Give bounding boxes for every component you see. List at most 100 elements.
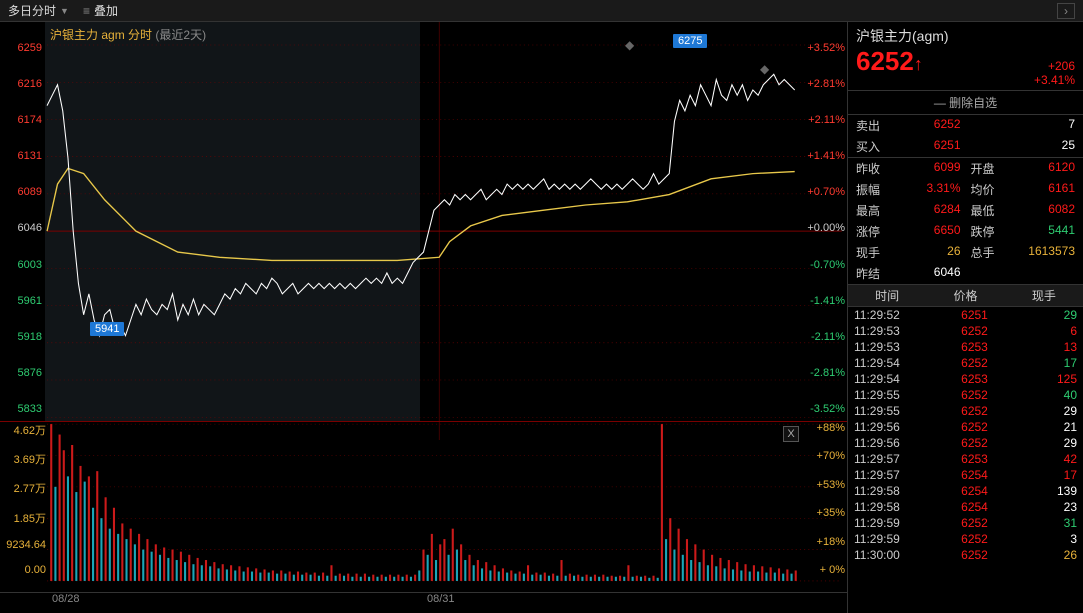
y-left-tick: 6131 [2,150,42,162]
period-tab[interactable]: 多日分时 ▼ [8,2,69,19]
lbl: 最高 [856,202,888,219]
vol-left-tick: 3.69万 [2,451,46,467]
price-value: 6252 [856,46,914,76]
vol-right-tick: + 0% [805,564,845,576]
y-left-tick: 6003 [2,259,42,271]
lbl2: 开盘 [971,160,1003,177]
lbl2 [971,138,1003,155]
vol-right-tick: +18% [805,536,845,548]
lbl: 涨停 [856,223,888,240]
overlay-label: 叠加 [94,2,118,19]
diamond-icon: ◆ [625,38,634,52]
trade-price: 6254 [922,484,1027,498]
val2: 25 [1003,138,1076,155]
y-left-tick: 6259 [2,42,42,54]
trade-price: 6254 [922,500,1027,514]
val: 6046 [888,265,971,282]
trade-list[interactable]: 11:29:52 6251 2911:29:53 6252 611:29:53 … [848,307,1083,613]
main-area: 沪银主力 agm 分时 (最近2天) 625962166174613160896… [0,22,1083,613]
y-right-tick: -3.52% [801,403,845,415]
vol-right-tick: +88% [805,422,845,434]
overlay-button[interactable]: ≡ 叠加 [83,2,118,19]
trade-qty: 125 [1027,372,1077,386]
trade-row: 11:29:56 6252 29 [848,435,1083,451]
trade-row: 11:30:00 6252 26 [848,547,1083,563]
lbl: 买入 [856,138,888,155]
trade-row: 11:29:56 6252 21 [848,419,1083,435]
bid-ask-row: 卖出 6252 7 [848,115,1083,136]
trade-price: 6252 [922,532,1027,546]
price-change: +206 +3.41% [1034,59,1075,88]
x-tick: 08/28 [52,593,427,610]
trade-price: 6252 [922,516,1027,530]
trade-qty: 29 [1027,308,1077,322]
volume-svg [0,422,847,583]
vol-left-tick: 2.77万 [2,480,46,496]
val2 [1003,265,1076,282]
trade-time: 11:29:58 [854,500,922,514]
y-axis-right: +3.52%+2.81%+2.11%+1.41%+0.70%+0.00%-0.7… [801,22,845,421]
toolbar: 多日分时 ▼ ≡ 叠加 › [0,0,1083,22]
trade-price: 6252 [922,548,1027,562]
chevron-down-icon: ▼ [60,6,69,16]
chevron-right-icon: › [1064,4,1068,18]
y-left-tick: 6216 [2,78,42,90]
lbl2: 最低 [971,202,1003,219]
lbl: 振幅 [856,181,888,198]
y-right-tick: +3.52% [801,42,845,54]
trade-row: 11:29:58 6254 139 [848,483,1083,499]
bid-ask-row: 买入 6251 25 [848,136,1083,157]
trade-time: 11:29:57 [854,468,922,482]
trade-qty: 17 [1027,468,1077,482]
info-row: 涨停 6650 跌停 5441 [848,221,1083,242]
change-pct: +3.41% [1034,73,1075,87]
last-price: 6252↑ [856,46,923,77]
vol-left-tick: 4.62万 [2,422,46,438]
lbl: 昨结 [856,265,888,282]
lbl: 昨收 [856,160,888,177]
volume-chart[interactable]: X 4.62万3.69万2.77万1.85万9234.640.00 +88%+7… [0,422,847,592]
nav-next-button[interactable]: › [1057,3,1075,19]
trade-price: 6252 [922,436,1027,450]
vol-right-tick: +35% [805,507,845,519]
y-left-tick: 5961 [2,295,42,307]
trade-price: 6252 [922,388,1027,402]
y-left-tick: 5833 [2,403,42,415]
val2: 6082 [1003,202,1076,219]
trade-price: 6253 [922,340,1027,354]
trade-time: 11:29:52 [854,308,922,322]
side-panel: 沪银主力(agm) 6252↑ +206 +3.41% 删除自选 卖出 6252… [847,22,1083,613]
trade-price: 6253 [922,452,1027,466]
trade-qty: 40 [1027,388,1077,402]
trade-row: 11:29:52 6251 29 [848,307,1083,323]
trade-row: 11:29:59 6252 31 [848,515,1083,531]
y-right-tick: -2.81% [801,367,845,379]
info-row: 昨收 6099 开盘 6120 [848,158,1083,179]
price-chart[interactable]: 6259621661746131608960466003596159185876… [0,22,847,422]
lbl2 [971,265,1003,282]
trade-time: 11:29:59 [854,516,922,530]
trade-qty: 3 [1027,532,1077,546]
trade-price: 6252 [922,324,1027,338]
trade-row: 11:29:55 6252 29 [848,403,1083,419]
chart-title-code: agm [101,28,124,42]
y-right-tick: +0.00% [801,222,845,234]
trade-qty: 42 [1027,452,1077,466]
y-right-tick: +2.11% [801,114,845,126]
chart-area: 沪银主力 agm 分时 (最近2天) 625962166174613160896… [0,22,847,613]
info-row: 昨结 6046 [848,263,1083,284]
vol-left-tick: 0.00 [2,564,46,576]
val: 26 [888,244,971,261]
val2: 6161 [1003,181,1076,198]
trade-time: 11:29:57 [854,452,922,466]
info-grid: 昨收 6099 开盘 6120振幅 3.31% 均价 6161最高 6284 最… [848,158,1083,285]
trade-row: 11:29:57 6254 17 [848,467,1083,483]
remove-favorite-button[interactable]: 删除自选 [848,90,1083,115]
trade-row: 11:29:53 6253 13 [848,339,1083,355]
trade-qty: 6 [1027,324,1077,338]
trade-qty: 31 [1027,516,1077,530]
trade-qty: 17 [1027,356,1077,370]
vol-left-tick: 1.85万 [2,510,46,526]
trade-time: 11:29:56 [854,436,922,450]
trade-qty: 21 [1027,420,1077,434]
